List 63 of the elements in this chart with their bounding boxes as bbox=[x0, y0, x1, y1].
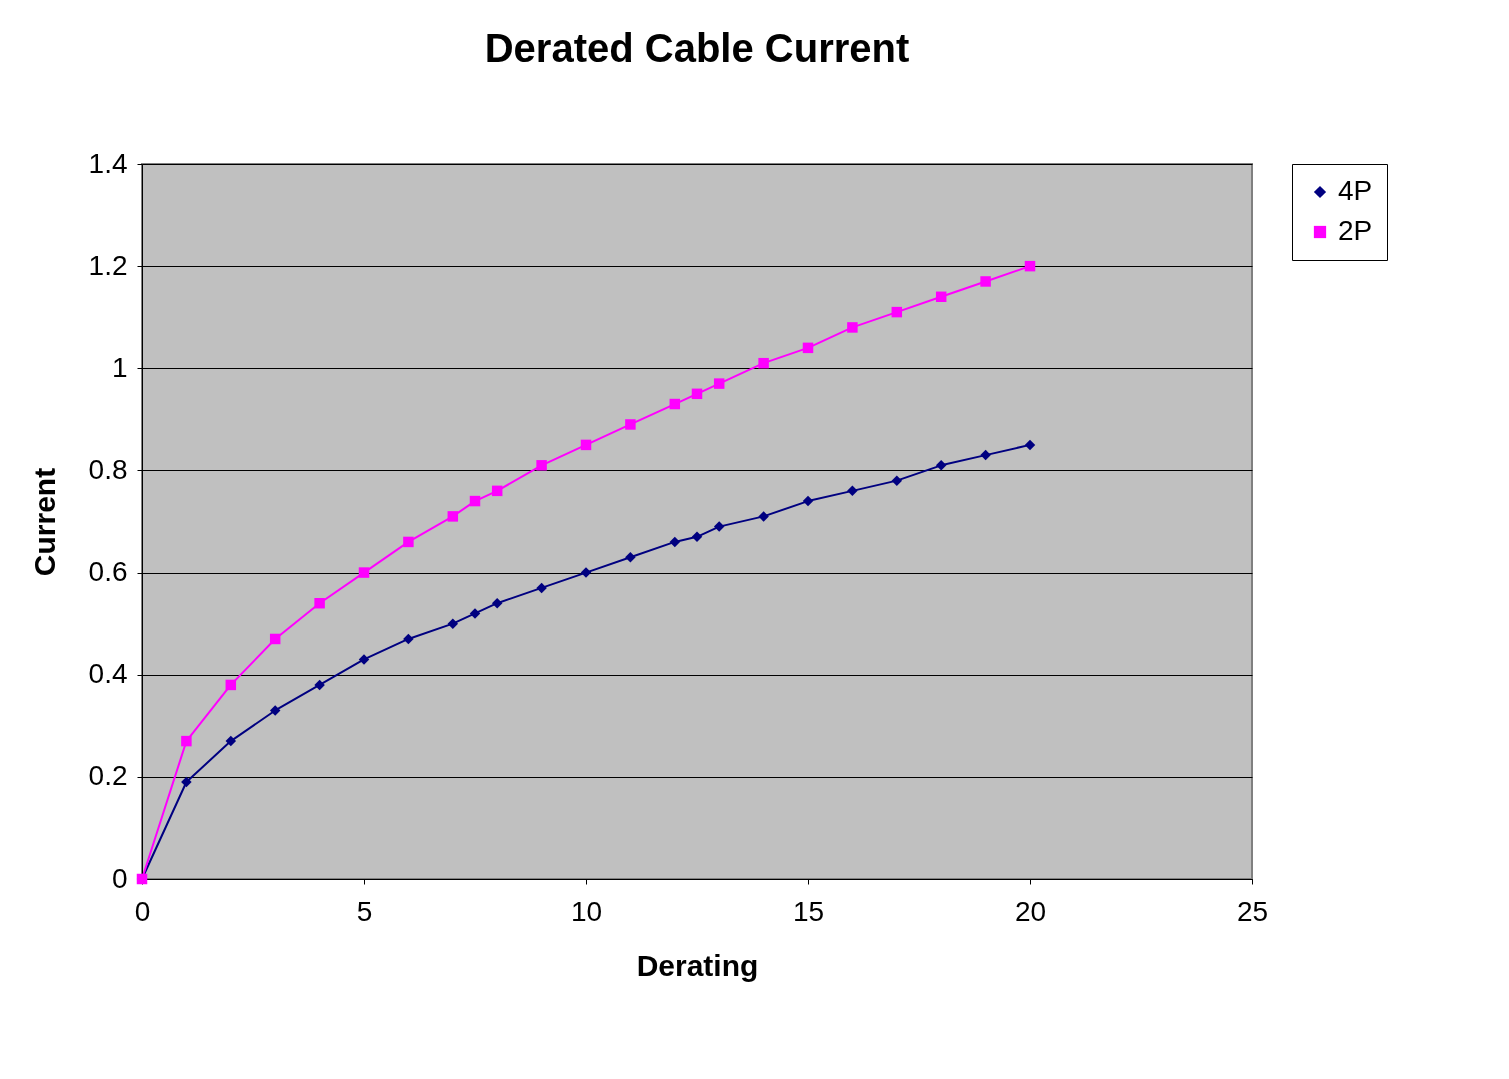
point bbox=[536, 582, 547, 594]
point bbox=[580, 439, 592, 451]
y-tick-label: 0.2 bbox=[88, 760, 128, 792]
point bbox=[847, 485, 858, 497]
point bbox=[536, 460, 547, 471]
point bbox=[403, 633, 414, 645]
y-tick-label: 0.6 bbox=[88, 556, 128, 588]
point bbox=[625, 419, 636, 430]
point bbox=[181, 735, 192, 747]
point bbox=[225, 735, 237, 747]
point bbox=[358, 567, 370, 578]
point bbox=[980, 276, 991, 287]
y-tick-label: 1 bbox=[111, 351, 128, 383]
point bbox=[181, 776, 192, 788]
point bbox=[669, 536, 681, 548]
point bbox=[802, 495, 814, 507]
x-tick-label: 10 bbox=[570, 895, 603, 927]
point bbox=[935, 460, 947, 471]
point bbox=[802, 342, 814, 354]
point bbox=[713, 378, 725, 389]
x-tick-label: 15 bbox=[792, 895, 825, 927]
y-tick-label: 0 bbox=[111, 862, 128, 894]
point bbox=[269, 633, 281, 645]
point bbox=[625, 552, 636, 563]
point bbox=[314, 597, 325, 609]
point bbox=[580, 567, 592, 578]
point bbox=[1024, 260, 1036, 272]
x-tick-label: 5 bbox=[356, 895, 373, 927]
point bbox=[891, 475, 903, 486]
point bbox=[469, 608, 481, 619]
point bbox=[269, 705, 281, 716]
point bbox=[447, 618, 459, 629]
point bbox=[758, 511, 769, 522]
point bbox=[491, 597, 503, 609]
point bbox=[358, 654, 370, 665]
point bbox=[713, 521, 725, 532]
point bbox=[1024, 439, 1036, 451]
point bbox=[491, 485, 503, 497]
chart-title: Derated Cable Current bbox=[484, 26, 910, 70]
point bbox=[314, 679, 325, 691]
point bbox=[447, 511, 459, 522]
y-tick-label: 0.4 bbox=[88, 658, 128, 690]
point bbox=[935, 291, 947, 303]
legend-label: 2P bbox=[1338, 215, 1373, 246]
y-axis-title: Current bbox=[27, 467, 61, 577]
point bbox=[758, 357, 769, 369]
x-tick-label: 20 bbox=[1014, 895, 1047, 927]
x-tick-label: 25 bbox=[1236, 895, 1269, 927]
y-tick-label: 1.4 bbox=[88, 147, 128, 179]
point bbox=[691, 531, 703, 543]
point bbox=[403, 536, 414, 548]
point bbox=[980, 449, 991, 461]
legend-label: 4P bbox=[1338, 175, 1373, 206]
point bbox=[669, 398, 681, 410]
x-tick-label: 0 bbox=[134, 895, 151, 927]
point bbox=[691, 388, 703, 400]
point bbox=[469, 495, 481, 507]
point bbox=[225, 679, 237, 691]
y-tick-label: 0.8 bbox=[88, 453, 128, 485]
point bbox=[847, 322, 858, 333]
point bbox=[891, 306, 903, 318]
x-axis-title: Derating bbox=[636, 948, 759, 982]
y-tick-label: 1.2 bbox=[88, 249, 128, 281]
